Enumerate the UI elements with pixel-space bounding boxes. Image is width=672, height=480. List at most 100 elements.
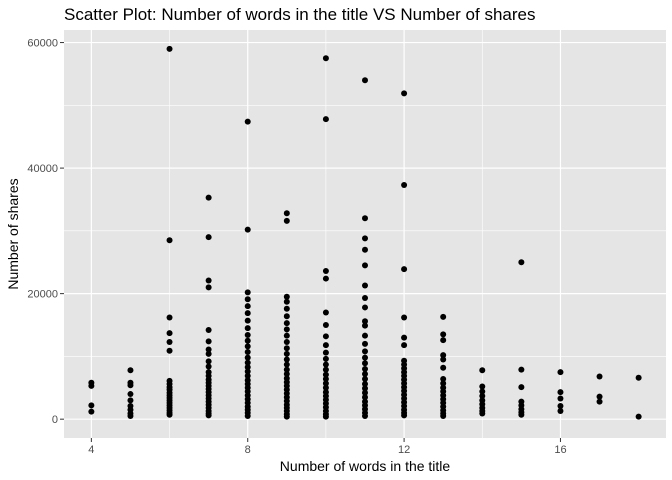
data-point	[362, 318, 368, 325]
data-point	[283, 350, 290, 357]
data-point	[440, 352, 447, 359]
data-point	[205, 338, 212, 345]
data-points	[88, 45, 642, 420]
data-point	[635, 413, 642, 420]
data-point	[244, 413, 251, 420]
data-point	[244, 118, 251, 125]
data-point	[244, 226, 251, 233]
data-point	[401, 334, 408, 341]
data-point	[205, 234, 212, 241]
data-point	[479, 367, 486, 374]
data-point	[244, 332, 251, 339]
data-point	[166, 330, 173, 337]
data-point	[322, 413, 329, 420]
data-point	[205, 284, 212, 291]
x-tick-label: 4	[88, 444, 94, 456]
data-point	[518, 411, 525, 418]
data-point	[401, 342, 408, 349]
data-point	[244, 359, 251, 366]
data-point	[362, 413, 368, 420]
data-point	[557, 408, 564, 415]
y-tick-label: 0	[52, 414, 58, 426]
data-point	[283, 361, 290, 368]
data-point	[362, 340, 368, 347]
data-point	[127, 367, 134, 374]
data-point	[283, 326, 290, 333]
data-point	[362, 385, 368, 392]
y-axis: 0 20000 40000 60000	[27, 38, 64, 426]
data-point	[283, 298, 290, 305]
data-point	[205, 412, 212, 419]
data-point	[322, 309, 329, 316]
data-point	[283, 338, 290, 345]
data-point	[244, 349, 251, 356]
data-point	[244, 325, 251, 332]
data-point	[244, 337, 251, 344]
data-point	[244, 368, 251, 375]
data-point	[322, 275, 329, 282]
data-point	[557, 402, 564, 409]
data-point	[557, 389, 564, 396]
data-point	[283, 332, 290, 339]
data-point	[635, 374, 642, 381]
data-point	[244, 372, 251, 379]
data-point	[518, 384, 525, 391]
x-tick-label: 8	[245, 444, 251, 456]
data-point	[283, 210, 290, 217]
data-point	[557, 369, 564, 376]
data-point	[205, 363, 212, 370]
data-point	[362, 375, 368, 382]
data-point	[322, 371, 329, 378]
data-point	[362, 235, 368, 242]
data-point	[362, 354, 368, 361]
data-point	[440, 375, 447, 382]
data-point	[244, 289, 251, 296]
data-point	[362, 332, 368, 339]
y-tick-label: 40000	[27, 163, 58, 175]
data-point	[88, 402, 95, 409]
data-point	[88, 408, 95, 415]
data-point	[479, 392, 486, 399]
y-axis-title: Number of shares	[5, 178, 21, 289]
data-point	[244, 354, 251, 361]
x-tick-label: 16	[554, 444, 566, 456]
data-point	[362, 262, 368, 269]
data-point	[362, 304, 368, 311]
data-point	[362, 77, 368, 84]
data-point	[362, 348, 368, 355]
data-point	[283, 345, 290, 352]
data-point	[205, 350, 212, 357]
data-point	[322, 322, 329, 329]
data-point	[362, 322, 368, 329]
data-point	[518, 259, 525, 266]
data-point	[166, 237, 173, 244]
data-point	[244, 310, 251, 317]
data-point	[479, 388, 486, 395]
data-point	[401, 314, 408, 321]
data-point	[322, 375, 329, 382]
data-point	[283, 305, 290, 312]
data-point	[401, 266, 408, 273]
data-point	[401, 182, 408, 189]
data-point	[127, 397, 134, 404]
data-point	[88, 382, 95, 389]
data-point	[127, 391, 134, 398]
data-point	[283, 370, 290, 377]
data-point	[362, 246, 368, 253]
x-tick-label: 12	[398, 444, 410, 456]
data-point	[596, 398, 603, 405]
data-point	[322, 342, 329, 349]
data-point	[322, 55, 329, 62]
data-point	[479, 410, 486, 417]
data-point	[205, 358, 212, 365]
data-point	[440, 364, 447, 371]
data-point	[283, 356, 290, 363]
data-point	[362, 370, 368, 377]
data-point	[362, 295, 368, 302]
data-point	[283, 366, 290, 373]
data-point	[244, 343, 251, 350]
data-point	[205, 346, 212, 353]
data-point	[322, 349, 329, 356]
data-point	[440, 337, 447, 344]
